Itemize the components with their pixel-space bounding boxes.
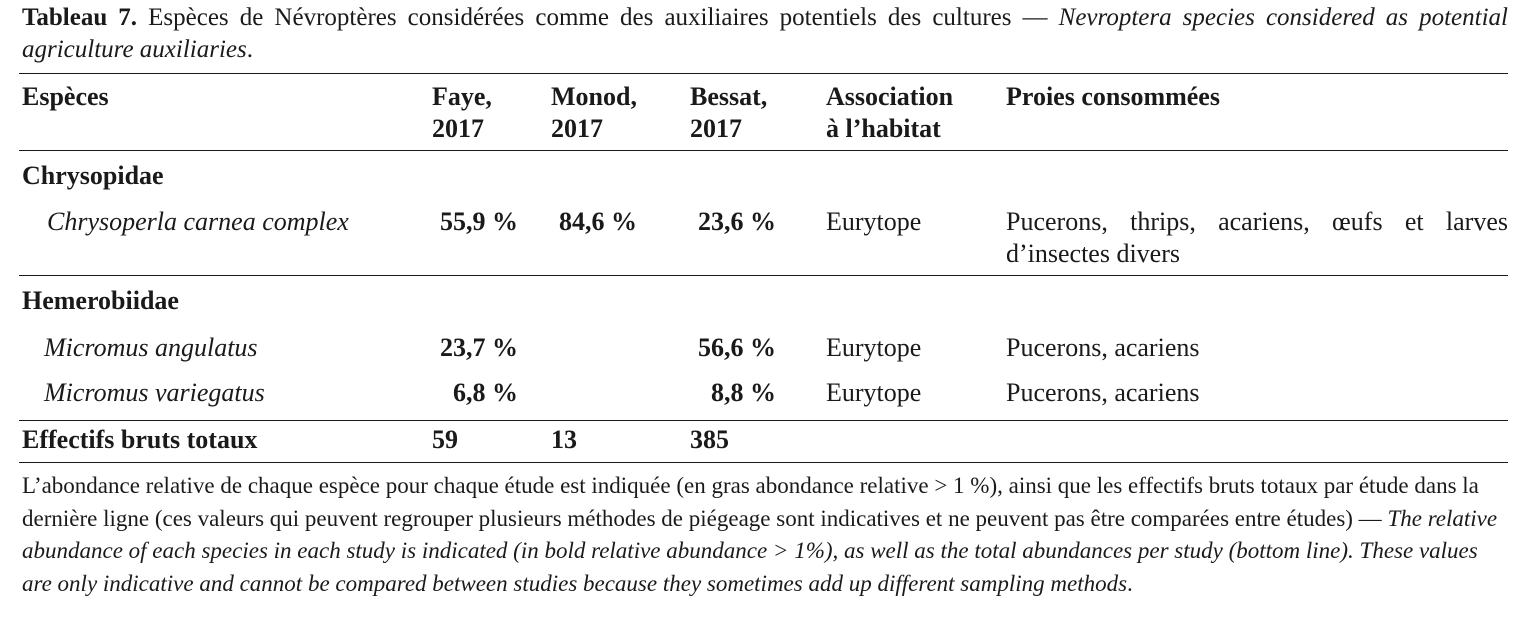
table-footnote: L’abondance relative de chaque espèce po…: [22, 470, 1502, 600]
header-monod-line2: 2017: [551, 114, 603, 143]
total-monod: 13: [551, 425, 577, 454]
total-bessat: 385: [690, 425, 729, 454]
bottom-rule: [19, 462, 1508, 463]
species-micromus-angulatus: Micromus angulatus: [44, 333, 258, 362]
family-hemerobiidae: Hemerobiidae: [22, 286, 179, 315]
header-association-line2: à l’habitat: [826, 114, 941, 143]
value-bessat: 23,6 %: [698, 207, 776, 236]
totals-rule: [19, 420, 1508, 421]
header-bessat-line1: Bessat,: [690, 82, 768, 111]
header-association-line1: Association: [826, 82, 954, 111]
header-bessat-line2: 2017: [690, 114, 742, 143]
habitat-value: Eurytope: [826, 333, 922, 362]
caption-end: .: [246, 36, 253, 63]
header-faye-line2: 2017: [432, 114, 484, 143]
header-prey: Proies consommées: [1006, 82, 1220, 111]
value-bessat: 56,6 %: [698, 333, 776, 362]
footnote-english: The relative abundance of each species i…: [22, 505, 1498, 596]
species-chrysoperla-carnea: Chrysoperla carnea complex: [47, 207, 349, 236]
value-bessat: 8,8 %: [711, 378, 776, 407]
caption-french: Espèces de Névroptères considérées comme…: [137, 4, 1059, 31]
family-chrysopidae: Chrysopidae: [22, 161, 164, 190]
footnote-end: .: [1127, 570, 1133, 596]
total-faye: 59: [432, 425, 458, 454]
footnote-french: L’abondance relative de chaque espèce po…: [22, 473, 1479, 531]
value-monod: 84,6 %: [559, 207, 637, 236]
top-rule: [19, 73, 1508, 74]
header-species: Espèces: [22, 82, 109, 111]
value-faye: 6,8 %: [453, 378, 518, 407]
header-faye-line1: Faye,: [432, 82, 492, 111]
prey-value: Pucerons, acariens: [1006, 333, 1200, 362]
value-faye: 23,7 %: [440, 333, 518, 362]
habitat-value: Eurytope: [826, 378, 922, 407]
totals-label: Effectifs bruts totaux: [22, 425, 258, 454]
header-monod-line1: Monod,: [551, 82, 637, 111]
caption-english: Nevroptera species considered as potenti…: [22, 4, 1508, 63]
prey-value: Pucerons, acariens: [1006, 378, 1200, 407]
caption-label: Tableau 7.: [22, 4, 138, 31]
family-rule: [19, 275, 1508, 276]
habitat-value: Eurytope: [826, 207, 922, 236]
prey-value: Pucerons, thrips, acariens, œufs et larv…: [1006, 207, 1508, 268]
value-faye: 55,9 %: [440, 207, 518, 236]
header-rule: [19, 150, 1508, 151]
species-micromus-variegatus: Micromus variegatus: [44, 378, 265, 407]
table-caption: Tableau 7. Espèces de Névroptères consid…: [22, 2, 1508, 66]
